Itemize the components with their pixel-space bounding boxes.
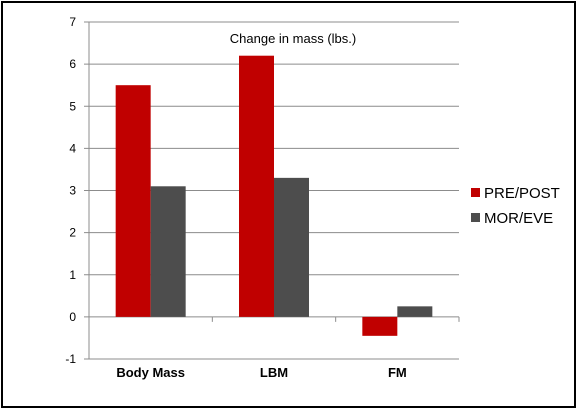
legend-swatch <box>471 188 480 197</box>
y-tick-label: 5 <box>69 99 76 113</box>
y-tick-label: 4 <box>69 141 76 155</box>
y-tick-label: 3 <box>69 184 76 198</box>
x-category-label: FM <box>388 365 407 380</box>
y-tick-label: 6 <box>69 57 76 71</box>
bars <box>115 55 433 336</box>
bar-mor-eve-0 <box>150 186 186 317</box>
legend-label: MOR/EVE <box>484 210 553 227</box>
bar-pre-post-1 <box>239 55 274 317</box>
axes <box>88 22 460 359</box>
bar-mor-eve-2 <box>397 306 433 317</box>
legend-swatch <box>471 213 480 222</box>
y-tick-label: 1 <box>69 268 76 282</box>
x-category-label: LBM <box>260 365 288 380</box>
bar-mor-eve-1 <box>274 177 309 317</box>
y-tick-label: 2 <box>69 226 76 240</box>
y-tick-label: 0 <box>69 310 76 324</box>
chart-title: Change in mass (lbs.) <box>230 31 356 46</box>
x-category-label: Body Mass <box>116 365 185 380</box>
bar-pre-post-2 <box>362 316 398 336</box>
y-tick-label: 7 <box>69 15 76 29</box>
bar-pre-post-0 <box>115 85 151 317</box>
legend-label: PRE/POST <box>484 185 560 202</box>
axis-labels: -1 0 1 2 3 4 5 6 7 Body Mass LBM FM <box>65 15 406 380</box>
legend: PRE/POST MOR/EVE <box>471 185 560 227</box>
y-tick-label: -1 <box>65 352 76 366</box>
